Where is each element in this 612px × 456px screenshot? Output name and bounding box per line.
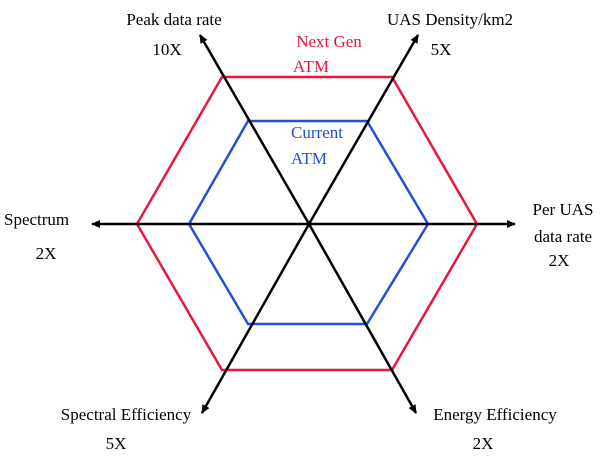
- axis-energy-efficiency: [307, 223, 418, 414]
- current-label-line1: Current: [291, 123, 343, 142]
- next-gen-label-line2: ATM: [293, 57, 329, 76]
- axis-peak-data-rate: [198, 34, 311, 225]
- peak-data-rate-label: Peak data rate: [126, 10, 221, 29]
- per-uas-label: Per UAS: [533, 200, 594, 219]
- uas-density-label: UAS Density/km2: [387, 10, 513, 29]
- spectral-efficiency-label: Spectral Efficiency: [61, 405, 192, 424]
- current-label-line2: ATM: [291, 149, 327, 168]
- next-gen-label-line1: Next Gen: [296, 32, 362, 51]
- uas-density-factor: 5X: [431, 40, 452, 59]
- spectrum-label: Spectrum: [4, 210, 69, 229]
- spectral-efficiency-factor: 5X: [106, 434, 127, 453]
- per-uas-label-line2: data rate: [534, 227, 592, 246]
- energy-efficiency-label: Energy Efficiency: [433, 405, 557, 424]
- energy-efficiency-factor: 2X: [473, 434, 494, 453]
- axis-spectral-efficiency: [200, 223, 311, 414]
- per-uas-factor: 2X: [549, 251, 570, 270]
- peak-data-rate-factor: 10X: [152, 40, 181, 59]
- axis-uas-density: [307, 34, 420, 225]
- spectrum-factor: 2X: [36, 244, 57, 263]
